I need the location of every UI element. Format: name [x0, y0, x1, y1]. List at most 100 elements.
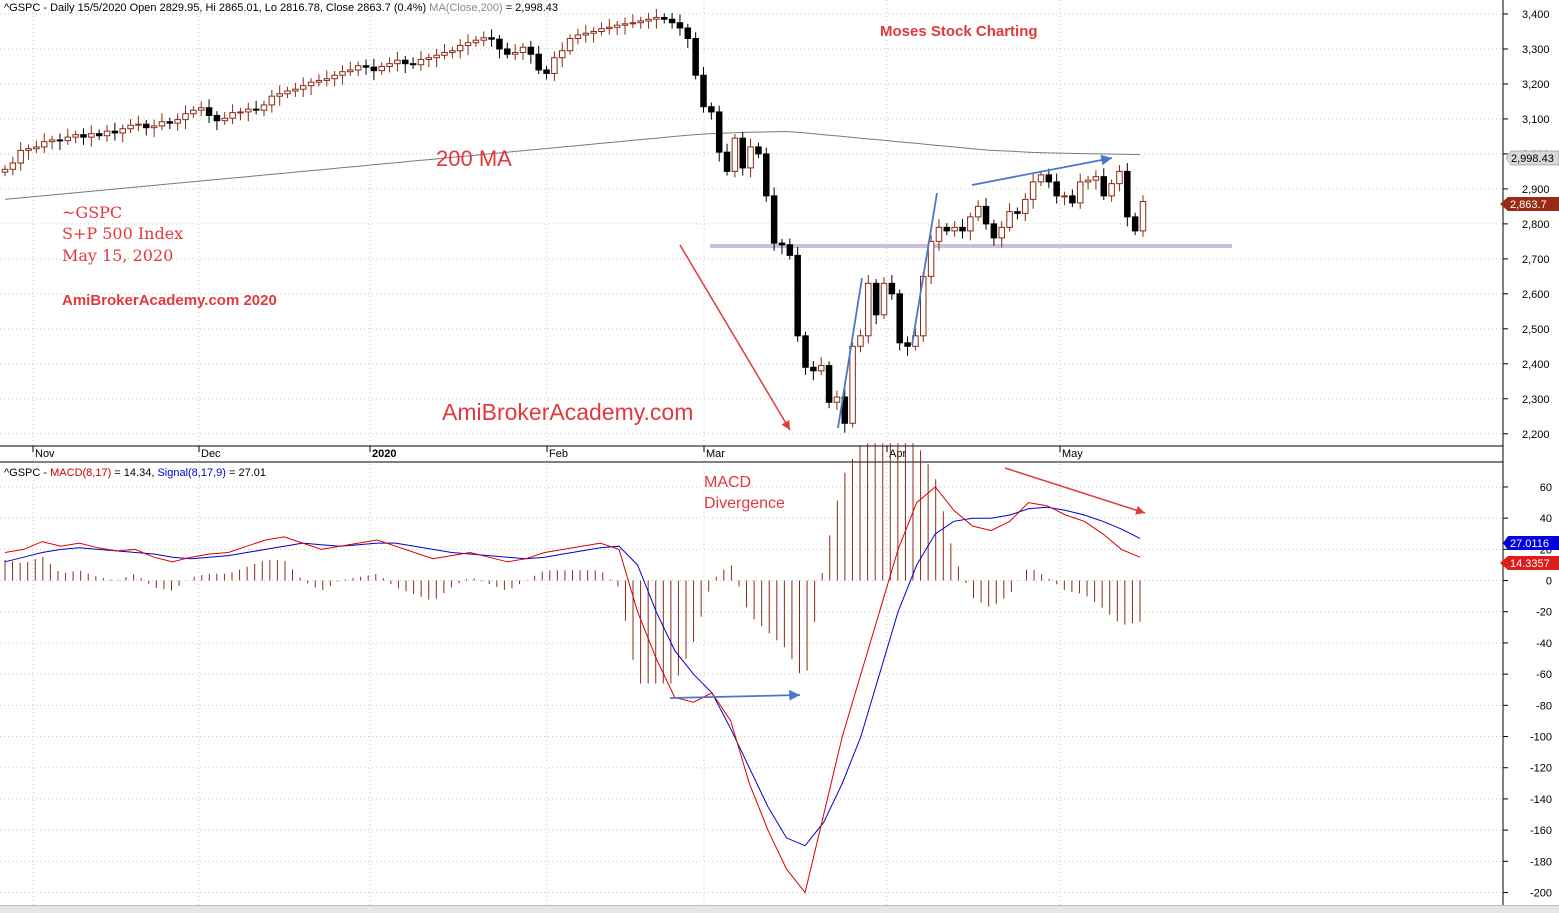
- macd-value-tag: 14.3357: [1500, 556, 1559, 570]
- macd-lines: [4, 486, 1141, 894]
- candle-body: [606, 26, 613, 30]
- candle-body: [1100, 176, 1108, 197]
- candle-body: [951, 226, 958, 232]
- brand-annotation: Moses Stock Charting: [880, 23, 1038, 40]
- date-annotation: May 15, 2020: [62, 246, 173, 265]
- macd-annotation-line2: Divergence: [704, 495, 785, 512]
- candle-body: [967, 216, 974, 232]
- candle-body: [1037, 174, 1045, 183]
- candle-body: [700, 74, 707, 108]
- candle-body: [95, 133, 103, 137]
- candle-body: [511, 51, 519, 55]
- price-divergence-arrow: [971, 154, 1113, 186]
- candle-body: [268, 95, 276, 106]
- grid: [0, 0, 1503, 905]
- macd-tick-label: -120: [1530, 763, 1552, 775]
- candle-body: [763, 153, 770, 197]
- price-tick-label: 3,100: [1522, 114, 1550, 126]
- candle-body: [449, 50, 456, 53]
- price-tick-label: 3,300: [1522, 44, 1550, 56]
- candle-body: [9, 162, 17, 170]
- candle-body: [723, 151, 731, 172]
- candle-body: [425, 57, 433, 60]
- candle-body: [857, 335, 864, 347]
- month-label: Mar: [706, 448, 725, 460]
- candle-body: [715, 111, 723, 153]
- candle-body: [417, 58, 425, 66]
- candle-body: [441, 51, 448, 56]
- macd-pane: [0, 462, 1503, 905]
- macd-tick-label: -40: [1536, 638, 1552, 650]
- candle-body: [237, 111, 244, 114]
- candle-body: [1, 168, 9, 173]
- candle-body: [692, 37, 699, 76]
- candle-body: [135, 123, 142, 126]
- candle-body: [213, 114, 221, 122]
- candle-body: [1124, 170, 1131, 218]
- candle-body: [1014, 211, 1021, 214]
- candle-body: [739, 137, 746, 169]
- candle-body: [402, 59, 409, 65]
- candle-body: [582, 32, 590, 36]
- candle-body: [778, 242, 786, 246]
- candle-body: [558, 50, 566, 59]
- candle-body: [1076, 181, 1084, 204]
- candle-body: [33, 146, 40, 150]
- candle-body: [1029, 181, 1037, 200]
- candle-body: [456, 44, 464, 52]
- candle-body: [645, 18, 652, 22]
- candle-body: [849, 345, 856, 424]
- candle-body: [1084, 179, 1092, 183]
- candle-body: [1022, 198, 1029, 214]
- sheet-tab-bar[interactable]: [0, 905, 1559, 913]
- candle-body: [299, 85, 307, 90]
- price-tick-label: 2,900: [1522, 184, 1550, 196]
- candle-body: [841, 396, 849, 424]
- candle-body: [25, 148, 32, 151]
- month-label: Feb: [549, 448, 568, 460]
- svg-text:14.3357: 14.3357: [1510, 558, 1550, 570]
- candle-body: [48, 139, 56, 143]
- candle-body: [158, 121, 166, 127]
- candle-body: [339, 71, 346, 76]
- macd-low-arrow: [669, 689, 801, 701]
- candle-body: [1108, 183, 1115, 197]
- candle-body: [488, 37, 495, 40]
- macd-tick-label: -60: [1536, 669, 1552, 681]
- candle-body: [676, 22, 684, 29]
- candle-body: [802, 335, 809, 368]
- candle-body: [927, 240, 935, 277]
- macd-tick-label: -100: [1530, 732, 1552, 744]
- price-tick-label: 3,400: [1522, 9, 1550, 21]
- candle-body: [865, 282, 872, 337]
- macd-tick-label: -20: [1536, 607, 1552, 619]
- candle-body: [904, 342, 911, 347]
- candle-body: [574, 34, 582, 39]
- candle-body: [1006, 211, 1013, 228]
- candle-body: [770, 195, 778, 244]
- candle-body: [731, 137, 739, 172]
- candle-body: [323, 78, 331, 81]
- candle-body: [519, 46, 527, 53]
- macd-tick-label: -200: [1530, 888, 1552, 900]
- macd-tick-label: -160: [1530, 825, 1552, 837]
- candle-body: [872, 282, 880, 316]
- candle-body: [661, 16, 668, 20]
- ma-value-tag: 2,998.43: [1505, 150, 1559, 166]
- candle-body: [182, 113, 189, 121]
- candle-body: [786, 244, 794, 256]
- price-y-axis: 2,200 2,300 2,400 2,500 2,600 2,700 2,800 2,900…: [1503, 9, 1550, 441]
- symbol-annotation: ~GSPC: [62, 203, 122, 222]
- month-label: Dec: [201, 448, 221, 460]
- macd-y-axis: 6040200-20-40-60-80-100-120-140-160-180-…: [1503, 482, 1552, 900]
- candle-body: [229, 112, 236, 119]
- candle-body: [708, 106, 715, 113]
- x-axis-months: NovDec2020FebMarAprMay: [32, 446, 1083, 460]
- last-price-tag: 2,863.7: [1500, 197, 1559, 211]
- price-pane: [0, 0, 1503, 446]
- candle-body: [394, 59, 401, 65]
- macd-annotation-line1: MACD: [704, 474, 751, 491]
- candle-body: [331, 74, 338, 80]
- candle-body: [896, 293, 903, 344]
- candle-body: [755, 146, 762, 155]
